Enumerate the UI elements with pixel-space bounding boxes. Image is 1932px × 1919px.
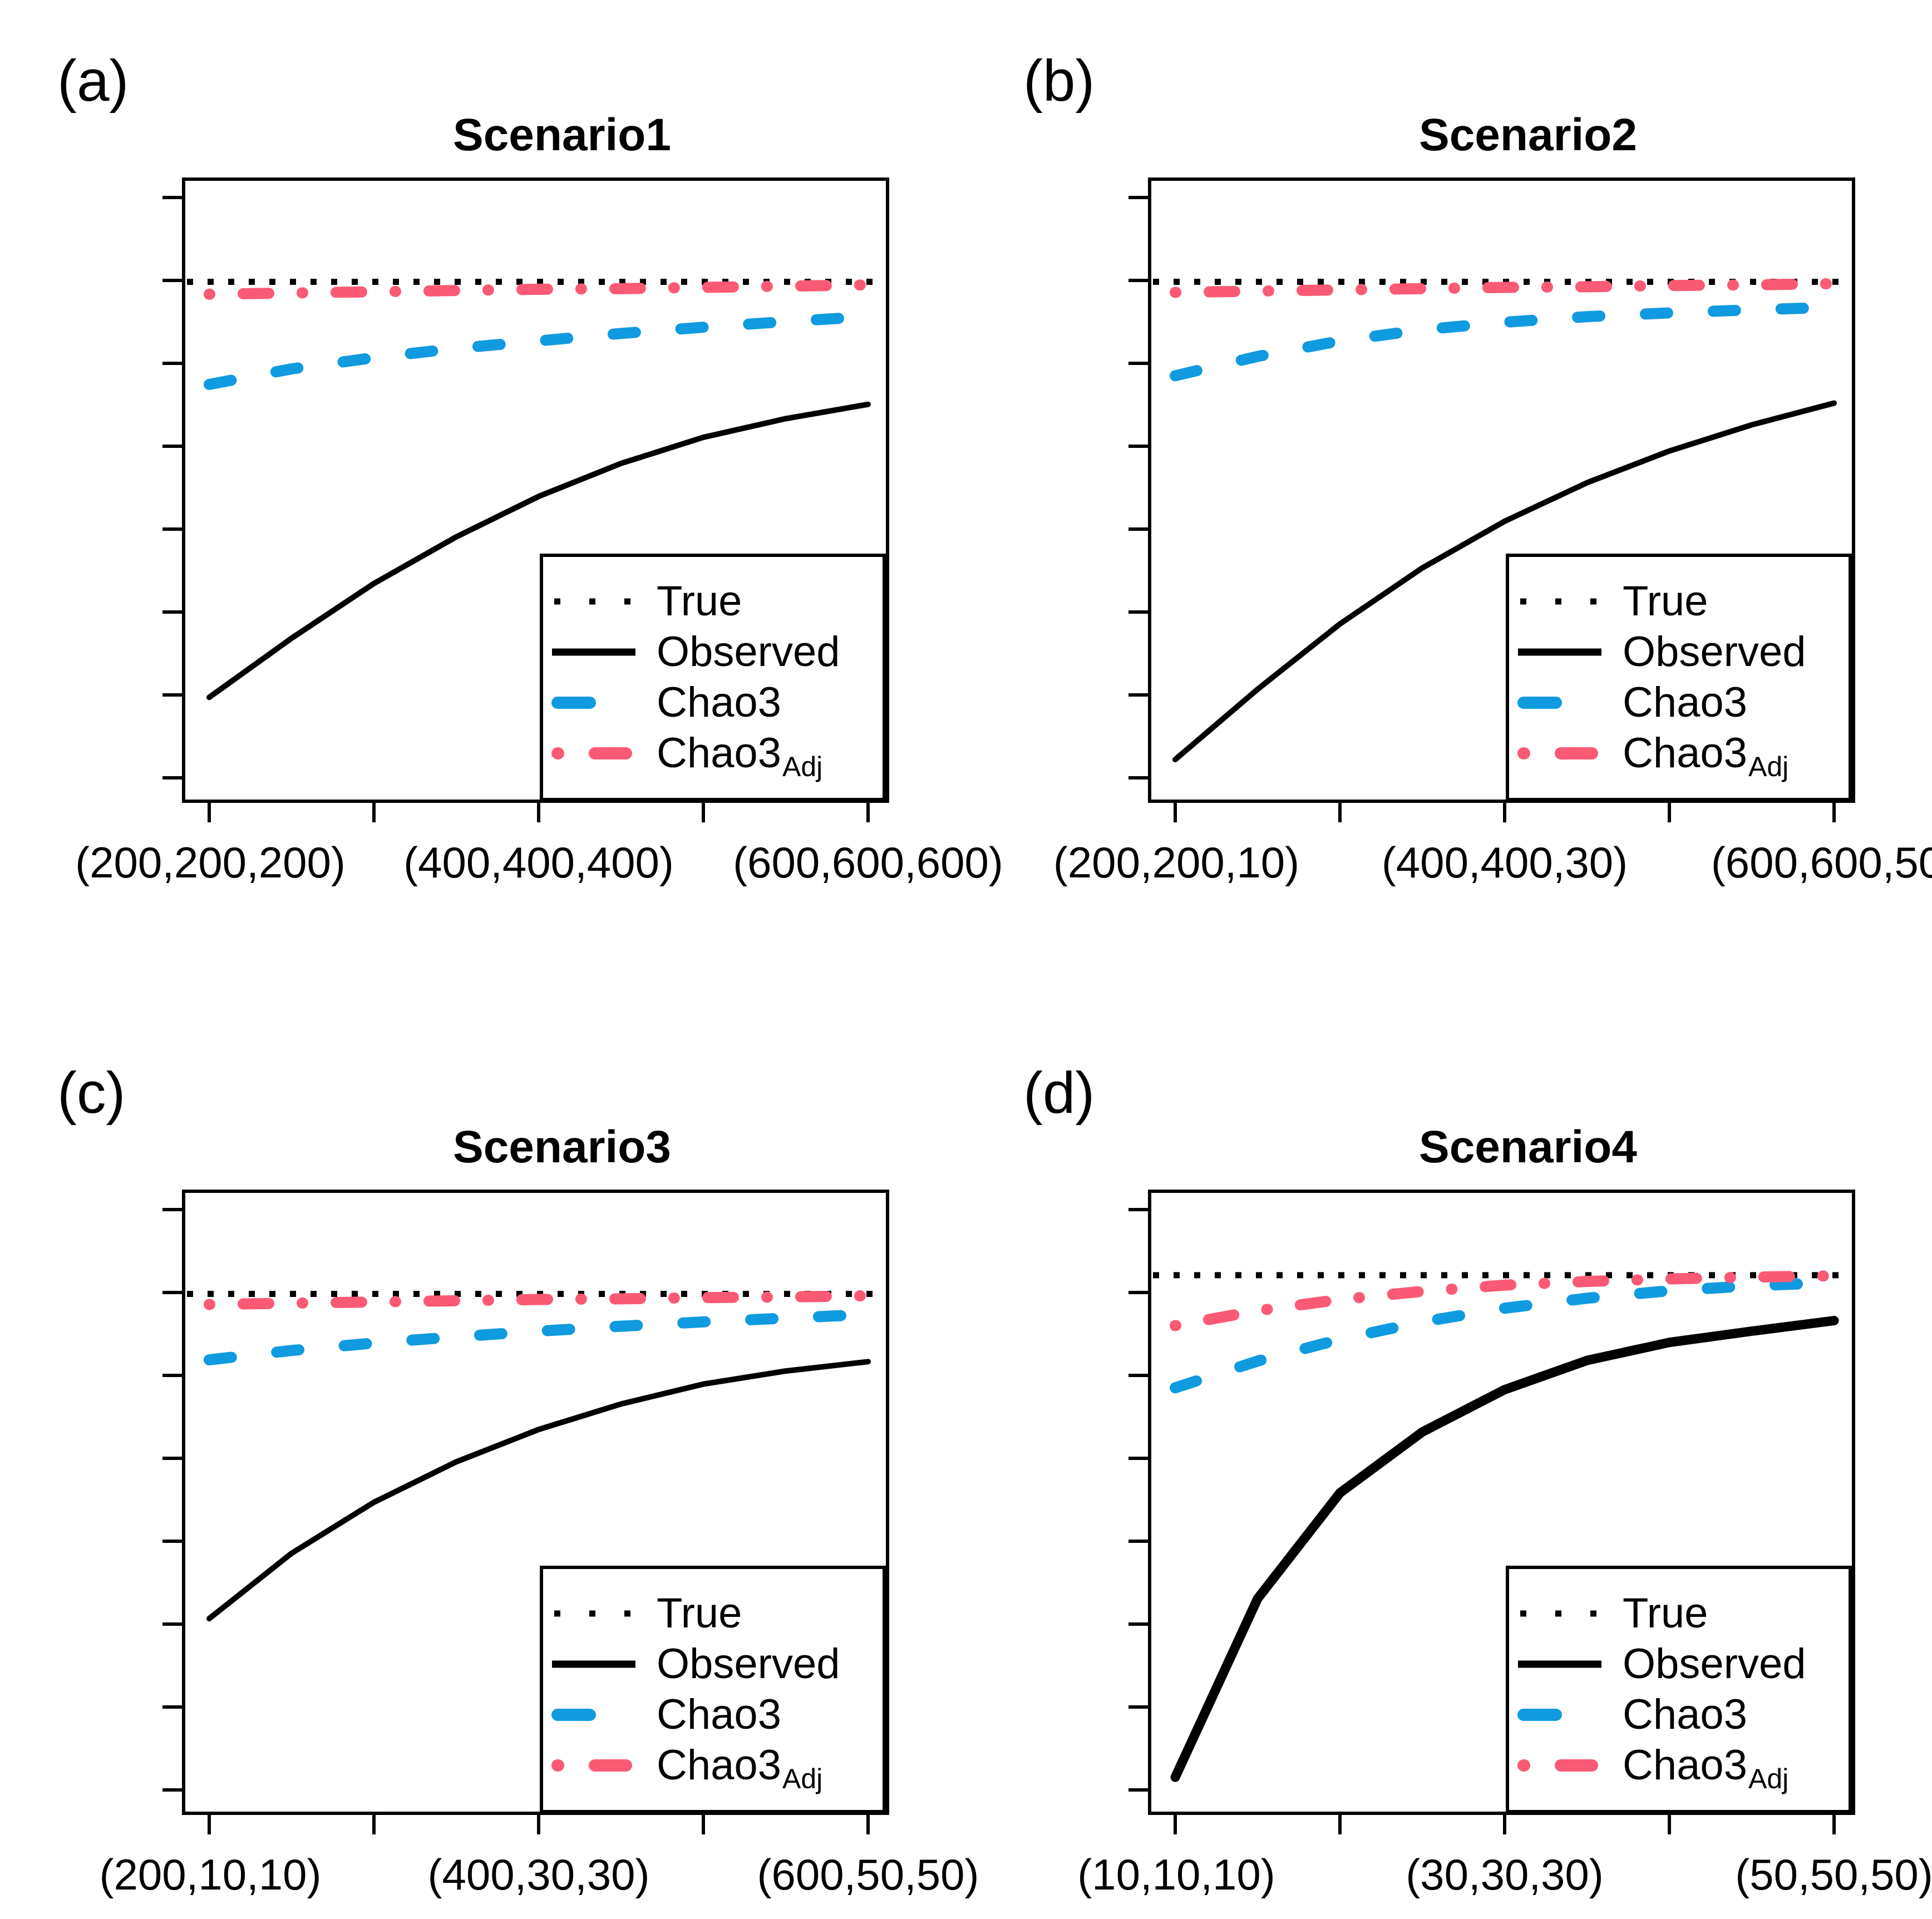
legend-row-chao3-adj: Chao3Adj	[551, 1740, 883, 1793]
legend-swatch-chao3	[551, 1708, 638, 1721]
x-tick-label: (600,600,600)	[733, 838, 1003, 887]
plot-area-scenario1	[162, 177, 889, 822]
plot-area-scenario3	[162, 1190, 889, 1834]
panel-scenario4: (d) Scenario4 (10,10,10) (30,30,30) (50,…	[966, 959, 1932, 1919]
legend-label-chao3-adj: Chao3Adj	[1623, 729, 1788, 781]
x-tick-label: (200,200,200)	[75, 838, 346, 887]
legend-swatch-observed	[1518, 1660, 1601, 1668]
legend-box: True Observed Chao3 Chao3Adj	[1506, 554, 1852, 801]
legend-swatch-true	[1520, 1610, 1601, 1616]
panel-scenario2: (b) Scenario2 (200,200,10) (400,400,30) …	[966, 0, 1932, 959]
legend-row-chao3-adj: Chao3Adj	[1517, 728, 1849, 781]
x-tick-label: (600,50,50)	[757, 1850, 979, 1899]
legend-row-true: True	[1517, 576, 1849, 626]
legend-row-chao3: Chao3	[1517, 677, 1849, 728]
panel-scenario1: (a) Scenario1 (200,200,200) (400,400,400…	[0, 0, 1003, 959]
legend-row-observed: Observed	[1517, 626, 1849, 677]
legend-swatch-chao3-adj	[1517, 1759, 1604, 1772]
legend-row-true: True	[551, 576, 883, 626]
x-tick-label: (600,600,50)	[1711, 838, 1932, 887]
panel-tag: (b)	[1023, 48, 1095, 114]
legend-swatch-observed	[552, 1660, 635, 1668]
x-tick-label: (30,30,30)	[1406, 1850, 1604, 1899]
legend-box: True Observed Chao3 Chao3Adj	[540, 1566, 886, 1813]
legend-label-chao3-adj-subscript: Adj	[1748, 1763, 1789, 1794]
legend-row-chao3: Chao3	[551, 677, 883, 728]
legend-label-chao3: Chao3	[657, 1690, 781, 1738]
legend-label-chao3-adj-subscript: Adj	[782, 1763, 823, 1794]
legend-row-chao3-adj: Chao3Adj	[1517, 1740, 1849, 1793]
panel-title: Scenario1	[453, 110, 671, 160]
legend-label-true: True	[657, 1589, 742, 1637]
legend-swatch-observed	[1518, 648, 1601, 655]
panel-tag: (a)	[57, 48, 129, 114]
legend-row-true: True	[551, 1588, 883, 1639]
legend-label-chao3: Chao3	[1623, 1690, 1747, 1738]
legend-label-observed: Observed	[1623, 1640, 1806, 1688]
plot-area-scenario4	[1128, 1190, 1855, 1834]
legend-row-chao3: Chao3	[551, 1689, 883, 1740]
legend-swatch-chao3	[551, 696, 638, 709]
legend-label-observed: Observed	[1623, 628, 1806, 675]
legend-box: True Observed Chao3 Chao3Adj	[1506, 1566, 1852, 1813]
legend-label-chao3-adj-main: Chao3	[1623, 1741, 1747, 1789]
legend-label-chao3: Chao3	[657, 678, 781, 726]
legend-row-observed: Observed	[551, 626, 883, 677]
x-tick-label: (50,50,50)	[1735, 1850, 1932, 1899]
legend-swatch-chao3-adj	[551, 1759, 638, 1772]
legend-box: True Observed Chao3 Chao3Adj	[540, 554, 886, 801]
x-tick-label: (400,400,30)	[1381, 838, 1628, 887]
legend-label-true: True	[1623, 577, 1708, 625]
legend-label-observed: Observed	[657, 1640, 840, 1688]
x-tick-label: (400,400,400)	[403, 838, 674, 887]
legend-row-true: True	[1517, 1588, 1849, 1639]
legend-row-chao3-adj: Chao3Adj	[551, 728, 883, 781]
x-tick-label: (400,30,30)	[427, 1850, 650, 1899]
panel-tag: (d)	[1023, 1060, 1095, 1126]
panel-tag: (c)	[57, 1060, 126, 1126]
legend-swatch-chao3	[1517, 696, 1604, 709]
legend-label-true: True	[657, 577, 742, 625]
legend-swatch-true	[554, 1610, 635, 1616]
legend-swatch-chao3	[1517, 1708, 1604, 1721]
x-tick-label: (200,200,10)	[1053, 838, 1300, 887]
legend-label-chao3-adj-main: Chao3	[657, 729, 781, 777]
legend-label-chao3-adj: Chao3Adj	[657, 1741, 822, 1793]
legend-label-chao3-adj: Chao3Adj	[1623, 1741, 1788, 1793]
legend-swatch-chao3-adj	[551, 747, 638, 759]
panel-scenario3: (c) Scenario3 (200,10,10) (400,30,30) (6…	[0, 959, 979, 1919]
panel-title: Scenario3	[453, 1122, 671, 1172]
x-tick-label: (10,10,10)	[1077, 1850, 1275, 1899]
legend-row-observed: Observed	[1517, 1639, 1849, 1689]
legend-label-observed: Observed	[657, 628, 840, 675]
legend-label-chao3-adj-subscript: Adj	[1748, 751, 1789, 782]
legend-label-chao3-adj-subscript: Adj	[782, 751, 823, 782]
legend-row-observed: Observed	[551, 1639, 883, 1689]
panel-title: Scenario2	[1419, 110, 1637, 160]
x-tick-label: (200,10,10)	[99, 1850, 322, 1899]
plot-area-scenario2	[1128, 177, 1855, 822]
legend-label-chao3-adj-main: Chao3	[1623, 729, 1747, 777]
legend-swatch-chao3-adj	[1517, 747, 1604, 759]
legend-label-chao3-adj-main: Chao3	[657, 1741, 781, 1789]
legend-label-chao3-adj: Chao3Adj	[657, 729, 822, 781]
panel-title: Scenario4	[1419, 1122, 1637, 1172]
legend-swatch-true	[1520, 598, 1601, 604]
legend-swatch-true	[554, 598, 635, 604]
legend-label-chao3: Chao3	[1623, 678, 1747, 726]
legend-swatch-observed	[552, 648, 635, 655]
legend-row-chao3: Chao3	[1517, 1689, 1849, 1740]
legend-label-true: True	[1623, 1589, 1708, 1637]
